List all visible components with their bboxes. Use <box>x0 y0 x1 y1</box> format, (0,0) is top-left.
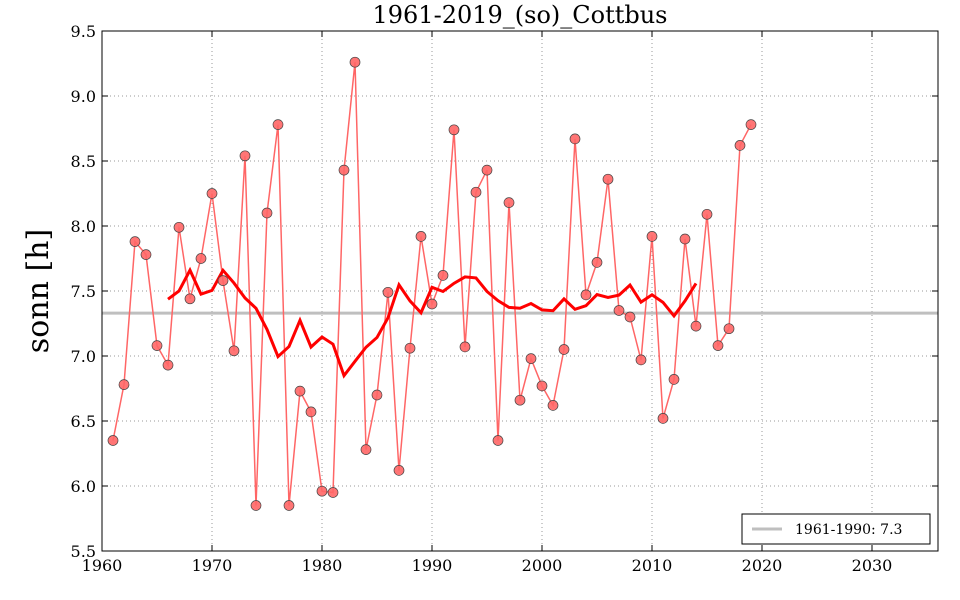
data-point <box>272 119 284 130</box>
data-point <box>217 275 229 286</box>
data-point <box>118 379 130 390</box>
data-point <box>283 500 295 511</box>
data-point <box>371 389 383 401</box>
data-point <box>437 270 449 281</box>
chart-title: 1961-2019_(so)_Cottbus <box>373 1 668 29</box>
data-point <box>173 221 185 233</box>
data-point <box>140 249 152 260</box>
data-point <box>393 465 405 476</box>
data-point <box>239 150 251 162</box>
grid <box>101 30 938 552</box>
y-tick-label: 9.0 <box>71 87 96 106</box>
data-point <box>448 124 460 136</box>
data-point <box>723 323 735 335</box>
data-point <box>349 56 361 68</box>
x-tick-label: 2030 <box>852 556 893 575</box>
data-point <box>426 298 438 310</box>
data-point <box>206 188 218 199</box>
y-tick-label: 9.5 <box>71 22 96 41</box>
y-tick-label: 6.0 <box>71 477 96 496</box>
data-point <box>327 487 339 498</box>
data-point <box>657 413 669 424</box>
data-point <box>503 197 515 208</box>
data-point <box>382 286 394 298</box>
data-point <box>668 374 680 385</box>
y-tick-label: 7.5 <box>71 282 96 301</box>
data-point <box>591 257 603 268</box>
plot-frame <box>101 30 939 552</box>
data-point <box>514 394 526 406</box>
y-tick-label: 6.5 <box>71 412 96 431</box>
data-point <box>195 253 207 264</box>
data-point <box>624 311 636 323</box>
data-point <box>580 289 592 301</box>
x-tick-label: 1960 <box>82 556 123 575</box>
data-point <box>415 231 427 242</box>
data-point <box>129 236 141 247</box>
data-point <box>305 406 317 418</box>
data-point <box>162 359 174 371</box>
data-point <box>569 133 581 145</box>
data-point <box>745 119 757 130</box>
data-point <box>734 140 746 151</box>
legend: 1961-1990: 7.3 <box>741 513 931 545</box>
data-point <box>635 354 647 366</box>
data-point <box>228 345 240 357</box>
ticks: 1960 1970 1980 1990 2000 2010 2020 2030 5.5 6.0 6.… <box>71 22 938 575</box>
y-tick-label: 8.5 <box>71 152 96 171</box>
data-point <box>107 435 119 446</box>
data-point <box>525 353 537 364</box>
data-point <box>712 340 724 351</box>
data-point <box>316 485 328 497</box>
data-point <box>184 293 196 305</box>
legend-label: 1961-1990: 7.3 <box>795 522 902 538</box>
data-point <box>151 340 163 351</box>
x-tick-label: 1970 <box>192 556 233 575</box>
data-point <box>250 500 262 511</box>
data-point <box>338 164 350 176</box>
data-point <box>404 342 416 354</box>
x-tick-label: 1990 <box>412 556 453 575</box>
x-tick-label: 2000 <box>522 556 563 575</box>
y-tick-label: 7.0 <box>71 347 96 366</box>
data-point <box>558 344 570 355</box>
y-tick-label: 8.0 <box>71 217 96 236</box>
y-tick-label: 5.5 <box>71 542 96 561</box>
data-point <box>613 305 625 316</box>
data-point <box>679 233 691 245</box>
data-point <box>481 164 493 176</box>
y-axis-label: sonn [h] <box>21 229 56 353</box>
data-point <box>470 186 482 198</box>
data-point <box>547 400 559 411</box>
data-point <box>294 385 306 397</box>
x-tick-label: 1980 <box>302 556 343 575</box>
data-point <box>261 207 273 219</box>
data-point <box>690 320 702 332</box>
data-point <box>646 231 658 242</box>
data-point <box>492 435 504 446</box>
data-point <box>602 173 614 185</box>
x-tick-label: 2010 <box>632 556 673 575</box>
series-group <box>107 56 757 511</box>
moving-average-line <box>167 266 698 379</box>
data-point <box>360 444 372 455</box>
data-point <box>536 380 548 392</box>
data-point <box>459 341 471 353</box>
x-tick-label: 2020 <box>742 556 783 575</box>
data-point <box>701 208 713 220</box>
